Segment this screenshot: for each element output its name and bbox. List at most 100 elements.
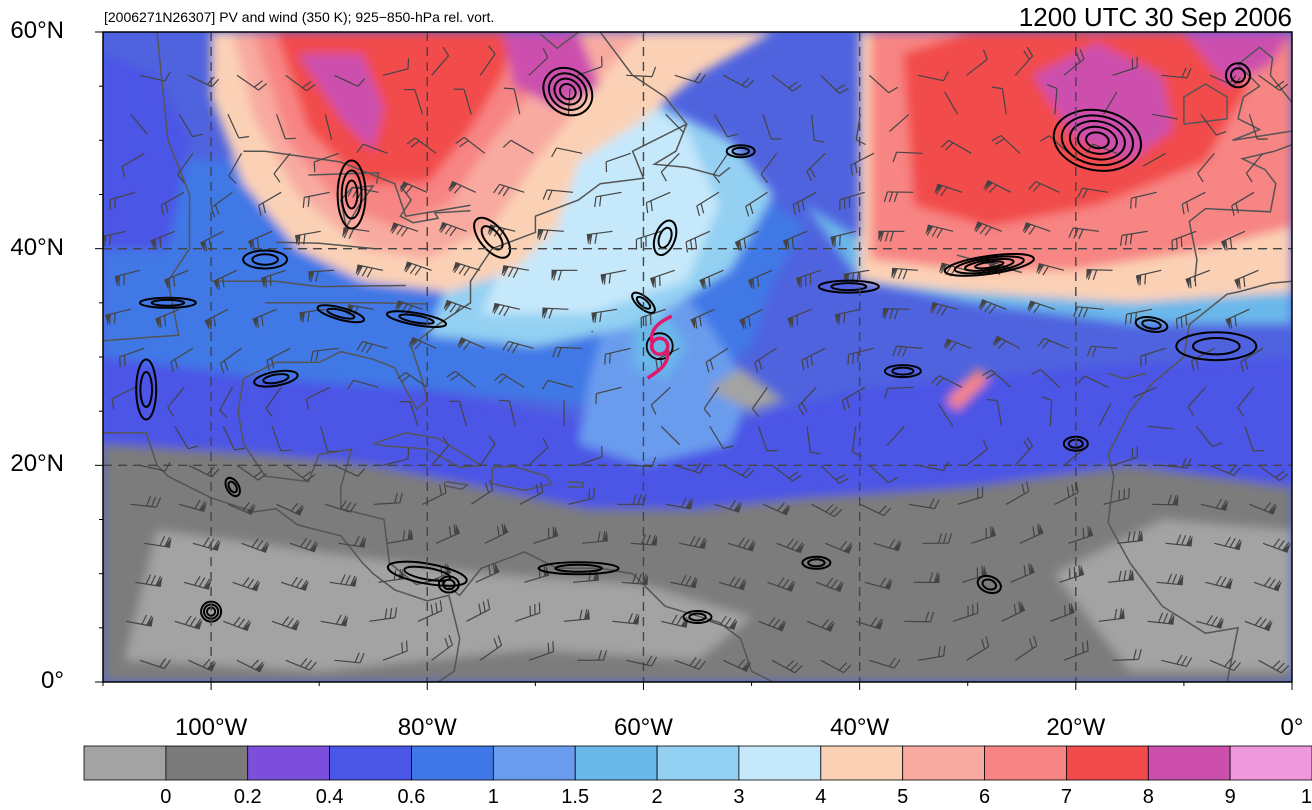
wind-barb-feather [752,278,755,290]
vorticity-contour [316,304,366,324]
wind-barb-feather [1277,540,1285,550]
wind-barb-staff [273,152,291,175]
wind-barb-feather [1211,616,1218,626]
wind-barb-feather [781,504,790,514]
wind-barb-feather [857,351,859,363]
wind-barb-feather [306,474,316,482]
wind-barb-feather [1268,503,1276,513]
wind-barb-feather [242,502,250,511]
lat-label: 0° [41,667,64,694]
wind-barb-staff [479,443,496,466]
wind-barb-feather [1092,269,1098,280]
wind-barb-feather [1186,67,1192,79]
coastline-segment [308,172,380,184]
wind-barb-feather [547,642,550,654]
vorticity-contour [385,310,448,328]
wind-barb-feather [223,360,229,371]
wind-barb-feather [497,185,505,195]
wind-barb-feather [1075,52,1081,63]
wind-barb-feather [210,207,216,218]
vorticity-contour [537,561,620,576]
wind-barb-feather [788,471,798,479]
wind-barb-feather [594,196,597,208]
wind-barb-feather [315,271,319,282]
wind-barb-feather [1018,601,1022,613]
wind-barb-flag [1079,564,1085,576]
wind-barb-feather [260,541,268,551]
wind-barb-feather [650,200,653,212]
wind-barb-feather [883,191,889,203]
wind-barb-feather [440,223,448,233]
wind-barb-flag [553,526,559,537]
wind-barb-feather [1189,277,1192,289]
wind-barb-feather [760,173,768,183]
wind-barb-feather [1128,569,1132,581]
wind-barb-feather [113,312,116,324]
wind-barb-feather [542,47,549,58]
wind-barb-feather [303,234,306,245]
wind-barb-feather [511,343,519,354]
wind-barb-feather [397,371,407,380]
pv-field [103,32,1292,682]
colorbar-swatch [247,745,330,781]
wind-barb-feather [211,468,220,478]
wind-barb-feather [164,71,171,82]
wind-barb-staff [869,659,895,669]
wind-barb-staff [820,464,840,484]
wind-barb-staff [1234,269,1259,281]
vorticity-contour [976,574,1002,595]
wind-barb-feather [893,659,901,669]
wind-barb-staff [290,542,315,553]
wind-barb-feather [335,614,342,625]
wind-barb-feather [810,355,814,366]
wind-barb-feather [1083,307,1089,318]
wind-barb-feather [601,446,603,457]
wind-barb-staff [1035,180,1060,193]
wind-barb-staff [222,426,235,451]
wind-barb-feather [213,316,217,328]
wind-barb-feather [497,635,503,646]
wind-barb-flag [934,184,943,194]
colorbar-tick-label: 1.5 [561,786,590,808]
wind-barb-feather [347,379,354,390]
colorbar-tick-label: 0 [160,786,172,808]
wind-barb-feather [995,138,1005,145]
wind-barb-feather [1180,316,1183,328]
wind-barb-feather [1077,375,1086,384]
wind-barb-feather [155,575,162,586]
wind-barb-staff [479,53,496,76]
wind-barb-feather [1032,183,1041,192]
vorticity-contour [547,72,588,111]
wind-barb-feather [121,166,126,177]
wind-barb-feather [394,492,398,504]
wind-barb-staff [510,139,534,154]
wind-barb-flag [739,318,745,330]
wind-barb-staff [1262,542,1288,553]
wind-barb-feather [1225,239,1228,251]
wind-barb-feather [1028,302,1036,312]
wind-barb-feather [1176,238,1178,250]
wind-barb-feather [1021,483,1025,495]
wind-barb-feather [1078,307,1084,318]
wind-barb-flag [394,300,403,311]
map-frame [102,31,1293,683]
wind-barb-feather [602,650,608,661]
wind-barb-feather [502,187,510,197]
coastline-segment [1232,46,1292,142]
wind-barb-feather [1176,654,1183,665]
wind-barb-staff [966,58,988,76]
wind-barb-staff [285,659,311,671]
wind-barb-feather [273,173,281,183]
wind-barb-feather [167,407,175,417]
wind-barb-staff [1112,456,1138,466]
wind-barb-feather [455,136,465,144]
wind-barb-feather [184,615,192,625]
wind-barb-flag [699,278,705,290]
wind-barb-flag [194,619,203,629]
wind-barb-feather [884,578,892,589]
wind-barb-feather [839,540,848,550]
wind-barb-feather [1068,603,1071,615]
wind-barb-staff [966,646,990,661]
vorticity-contour [943,253,1035,277]
wind-barb-feather [839,87,849,94]
